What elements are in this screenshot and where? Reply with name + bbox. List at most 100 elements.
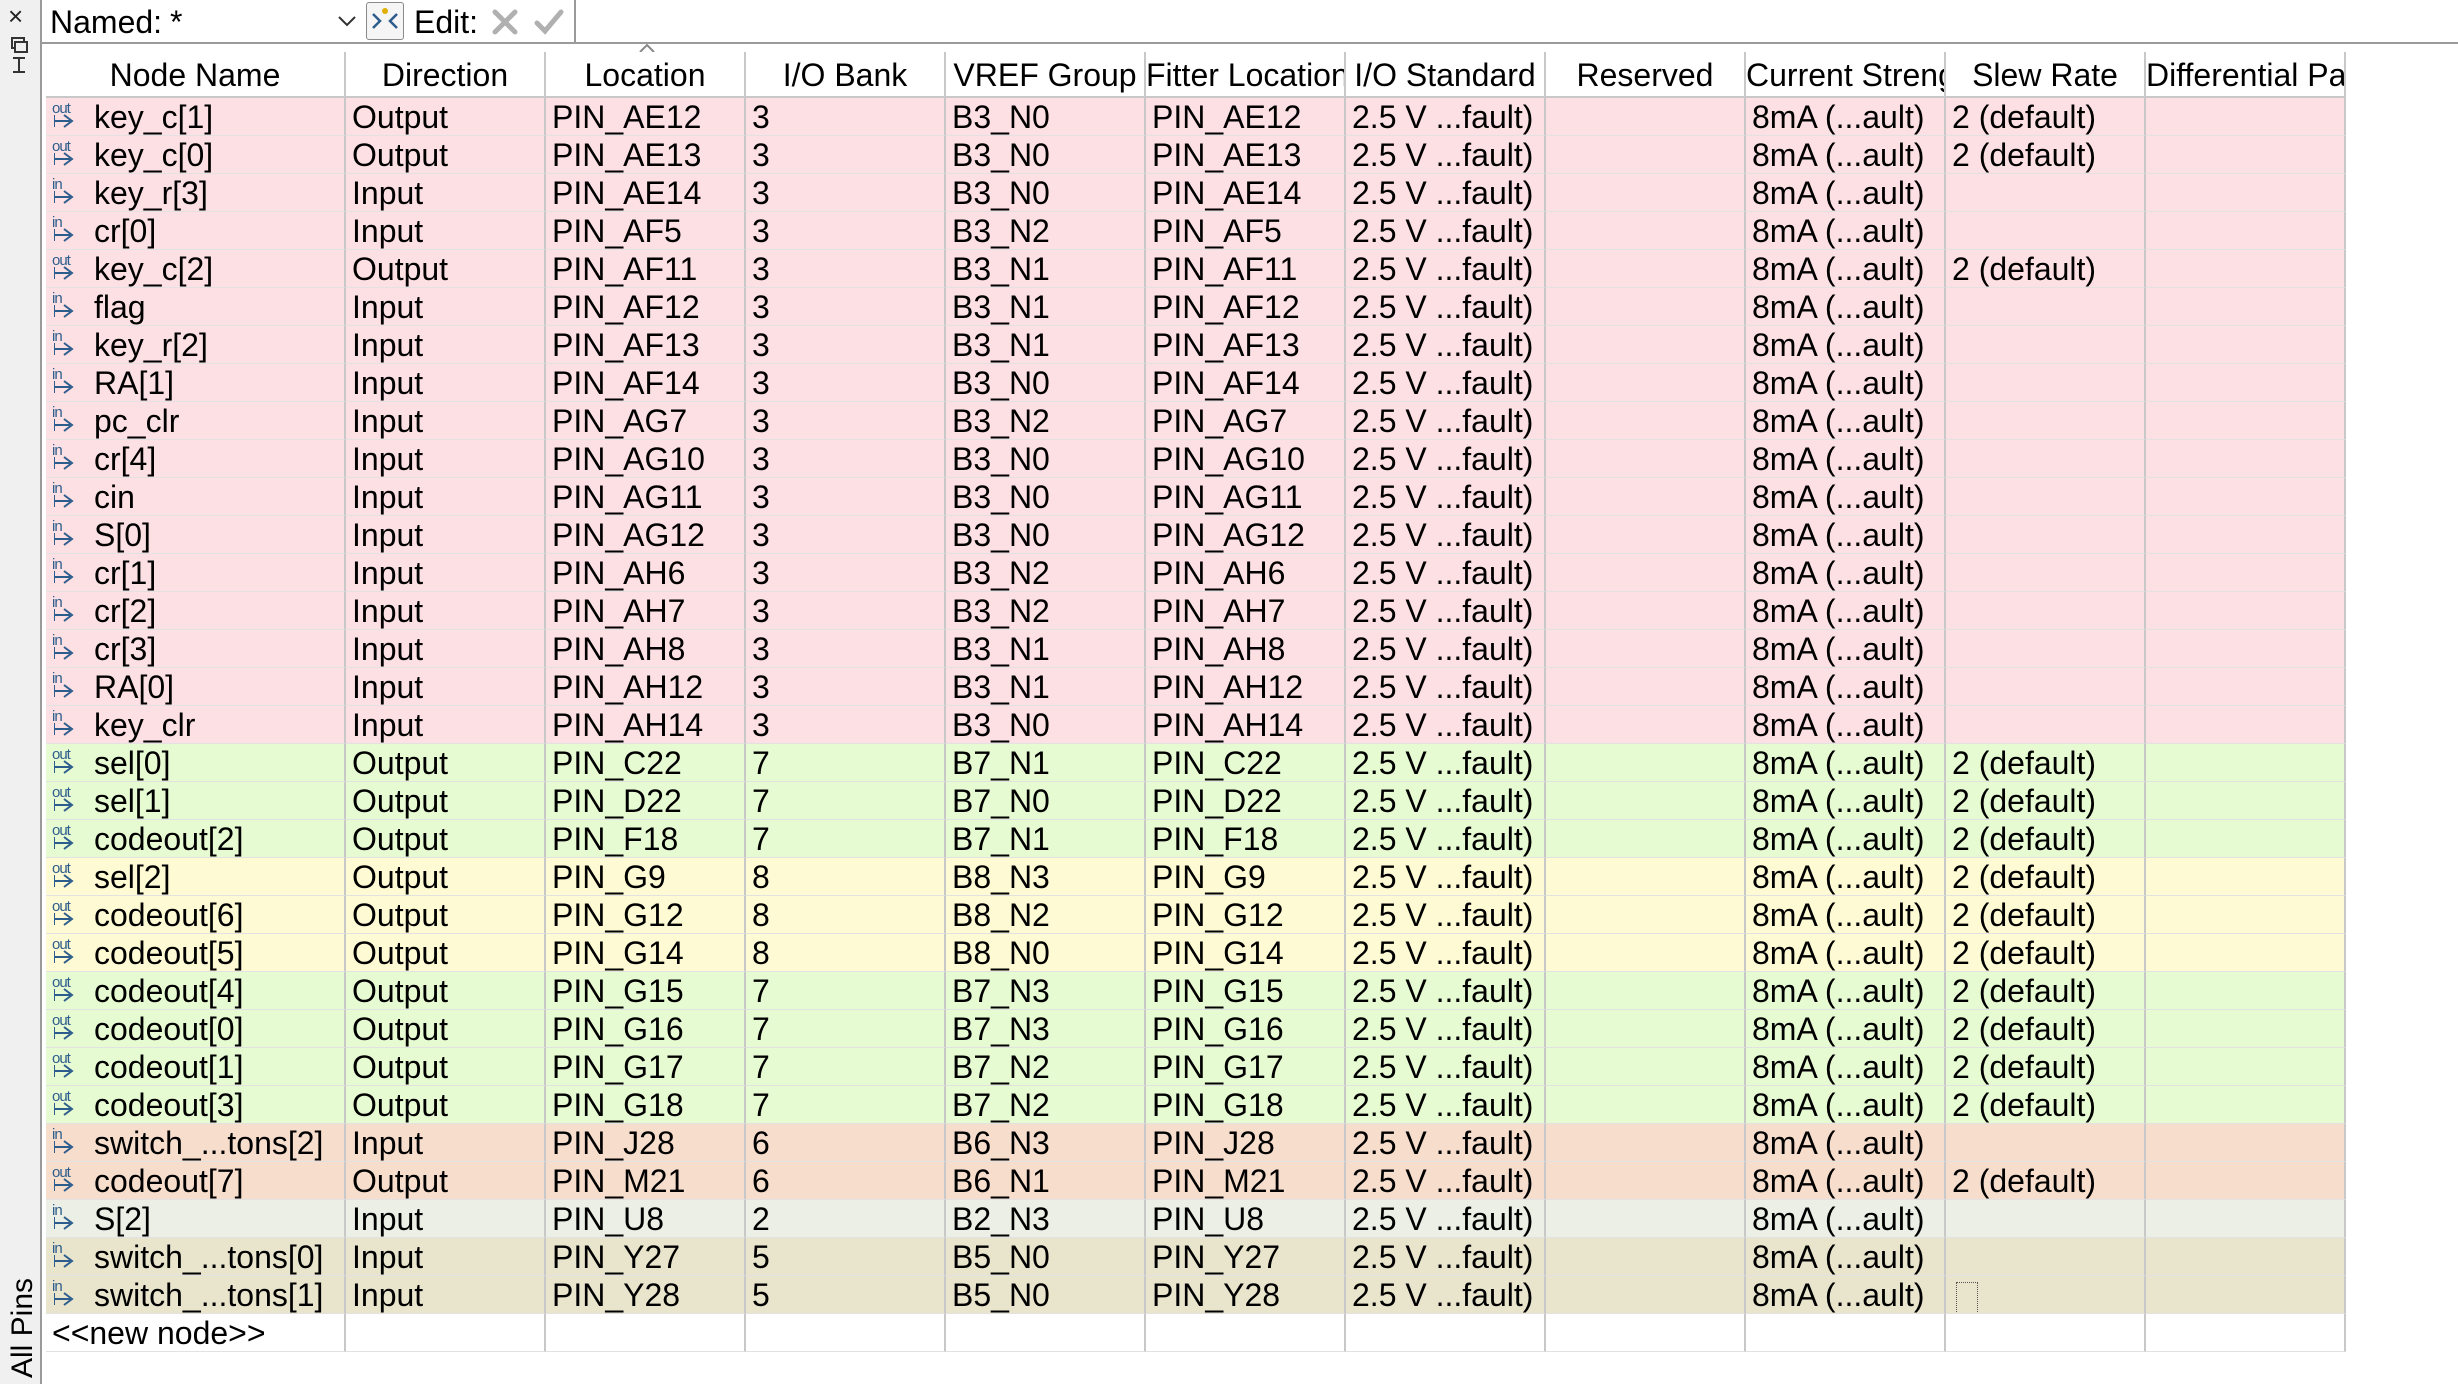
slew-rate-cell[interactable] [1946, 326, 2146, 364]
location-cell[interactable]: PIN_G18 [546, 1086, 746, 1124]
direction-cell[interactable]: Input [346, 554, 546, 592]
new-node-empty-cell[interactable] [546, 1314, 746, 1352]
slew-rate-cell[interactable] [1946, 1124, 2146, 1162]
differential-pair-cell[interactable] [2146, 1086, 2346, 1124]
direction-cell[interactable]: Output [346, 820, 546, 858]
slew-rate-cell[interactable]: 2 (default) [1946, 250, 2146, 288]
table-row[interactable]: out codeout[6] Output PIN_G12 8 B8_N2 PIN_G12 2… [46, 896, 2346, 934]
table-row[interactable]: in cr[1] Input PIN_AH6 3 B3_N2 PIN_AH6 2.5 V ..… [46, 554, 2346, 592]
fitter-location-cell[interactable]: PIN_AF13 [1146, 326, 1346, 364]
location-cell[interactable]: PIN_AH12 [546, 668, 746, 706]
fitter-location-cell[interactable]: PIN_G14 [1146, 934, 1346, 972]
vref-group-cell[interactable]: B3_N2 [946, 402, 1146, 440]
vref-group-cell[interactable]: B3_N2 [946, 592, 1146, 630]
vref-group-cell[interactable]: B6_N3 [946, 1124, 1146, 1162]
io-bank-cell[interactable]: 6 [746, 1124, 946, 1162]
io-bank-cell[interactable]: 7 [746, 782, 946, 820]
differential-pair-cell[interactable] [2146, 326, 2346, 364]
close-icon[interactable]: × [8, 1, 24, 31]
direction-cell[interactable]: Output [346, 896, 546, 934]
fitter-location-cell[interactable]: PIN_G15 [1146, 972, 1346, 1010]
slew-rate-cell[interactable] [1946, 592, 2146, 630]
location-cell[interactable]: PIN_F18 [546, 820, 746, 858]
current-strength-cell[interactable]: 8mA (...ault) [1746, 212, 1946, 250]
differential-pair-cell[interactable] [2146, 516, 2346, 554]
location-cell[interactable]: PIN_J28 [546, 1124, 746, 1162]
new-node-empty-cell[interactable] [1146, 1314, 1346, 1352]
io-bank-cell[interactable]: 7 [746, 1048, 946, 1086]
fitter-location-cell[interactable]: PIN_C22 [1146, 744, 1346, 782]
reserved-cell[interactable] [1546, 630, 1746, 668]
reserved-cell[interactable] [1546, 364, 1746, 402]
direction-cell[interactable]: Output [346, 972, 546, 1010]
table-row[interactable]: in S[2] Input PIN_U8 2 B2_N3 PIN_U8 2.5 V ...fa… [46, 1200, 2346, 1238]
current-strength-cell[interactable]: 8mA (...ault) [1746, 174, 1946, 212]
differential-pair-cell[interactable] [2146, 440, 2346, 478]
io-standard-cell[interactable]: 2.5 V ...fault) [1346, 554, 1546, 592]
fitter-location-cell[interactable]: PIN_AE14 [1146, 174, 1346, 212]
location-cell[interactable]: PIN_AE14 [546, 174, 746, 212]
vref-group-cell[interactable]: B7_N2 [946, 1048, 1146, 1086]
column-header-slew-rate[interactable]: Slew Rate [1946, 52, 2146, 98]
vref-group-cell[interactable]: B7_N3 [946, 972, 1146, 1010]
location-cell[interactable]: PIN_M21 [546, 1162, 746, 1200]
current-strength-cell[interactable]: 8mA (...ault) [1746, 1010, 1946, 1048]
reserved-cell[interactable] [1546, 98, 1746, 136]
direction-cell[interactable]: Input [346, 1124, 546, 1162]
current-strength-cell[interactable]: 8mA (...ault) [1746, 1276, 1946, 1314]
direction-cell[interactable]: Output [346, 1162, 546, 1200]
reserved-cell[interactable] [1546, 136, 1746, 174]
reserved-cell[interactable] [1546, 858, 1746, 896]
table-row[interactable]: in cr[3] Input PIN_AH8 3 B3_N1 PIN_AH8 2.5 V ..… [46, 630, 2346, 668]
node-name-cell[interactable]: in cr[3] [46, 630, 346, 668]
location-cell[interactable]: PIN_Y28 [546, 1276, 746, 1314]
slew-rate-cell[interactable] [1946, 706, 2146, 744]
io-bank-cell[interactable]: 3 [746, 402, 946, 440]
reserved-cell[interactable] [1546, 668, 1746, 706]
vref-group-cell[interactable]: B3_N0 [946, 516, 1146, 554]
table-row[interactable]: out codeout[3] Output PIN_G18 7 B7_N2 PIN_G18 2… [46, 1086, 2346, 1124]
differential-pair-cell[interactable] [2146, 364, 2346, 402]
direction-cell[interactable]: Output [346, 98, 546, 136]
io-standard-cell[interactable]: 2.5 V ...fault) [1346, 592, 1546, 630]
slew-rate-cell[interactable]: 2 (default) [1946, 1162, 2146, 1200]
node-name-cell[interactable]: in cr[4] [46, 440, 346, 478]
table-row[interactable]: out key_c[0] Output PIN_AE13 3 B3_N0 PIN_AE13 2… [46, 136, 2346, 174]
reserved-cell[interactable] [1546, 402, 1746, 440]
reserved-cell[interactable] [1546, 706, 1746, 744]
io-bank-cell[interactable]: 7 [746, 744, 946, 782]
fitter-location-cell[interactable]: PIN_F18 [1146, 820, 1346, 858]
table-row[interactable]: in key_r[2] Input PIN_AF13 3 B3_N1 PIN_AF13 2.5… [46, 326, 2346, 364]
current-strength-cell[interactable]: 8mA (...ault) [1746, 744, 1946, 782]
vref-group-cell[interactable]: B3_N0 [946, 136, 1146, 174]
vref-group-cell[interactable]: B7_N0 [946, 782, 1146, 820]
current-strength-cell[interactable]: 8mA (...ault) [1746, 516, 1946, 554]
slew-rate-cell[interactable] [1946, 288, 2146, 326]
fitter-location-cell[interactable]: PIN_AG10 [1146, 440, 1346, 478]
fitter-location-cell[interactable]: PIN_AF12 [1146, 288, 1346, 326]
current-strength-cell[interactable]: 8mA (...ault) [1746, 402, 1946, 440]
fitter-location-cell[interactable]: PIN_AE13 [1146, 136, 1346, 174]
location-cell[interactable]: PIN_AG7 [546, 402, 746, 440]
vref-group-cell[interactable]: B3_N1 [946, 250, 1146, 288]
table-row[interactable]: in key_r[3] Input PIN_AE14 3 B3_N0 PIN_AE14 2.5… [46, 174, 2346, 212]
vref-group-cell[interactable]: B8_N0 [946, 934, 1146, 972]
direction-cell[interactable]: Input [346, 1238, 546, 1276]
io-bank-cell[interactable]: 3 [746, 440, 946, 478]
io-bank-cell[interactable]: 7 [746, 820, 946, 858]
differential-pair-cell[interactable] [2146, 1048, 2346, 1086]
differential-pair-cell[interactable] [2146, 782, 2346, 820]
io-standard-cell[interactable]: 2.5 V ...fault) [1346, 516, 1546, 554]
fitter-location-cell[interactable]: PIN_G9 [1146, 858, 1346, 896]
io-bank-cell[interactable]: 7 [746, 972, 946, 1010]
vref-group-cell[interactable]: B5_N0 [946, 1238, 1146, 1276]
direction-cell[interactable]: Input [346, 630, 546, 668]
io-standard-cell[interactable]: 2.5 V ...fault) [1346, 1238, 1546, 1276]
new-node-cell[interactable]: <<new node>> [46, 1314, 346, 1352]
node-name-cell[interactable]: in RA[0] [46, 668, 346, 706]
vref-group-cell[interactable]: B3_N0 [946, 98, 1146, 136]
column-header-io-bank[interactable]: I/O Bank [746, 52, 946, 98]
current-strength-cell[interactable]: 8mA (...ault) [1746, 972, 1946, 1010]
node-name-cell[interactable]: in cr[0] [46, 212, 346, 250]
current-strength-cell[interactable]: 8mA (...ault) [1746, 364, 1946, 402]
